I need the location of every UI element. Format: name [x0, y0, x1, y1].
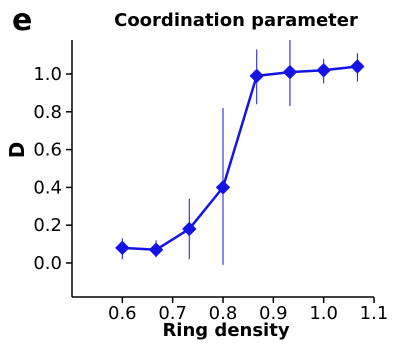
x-tick-label: 0.6 — [108, 303, 137, 324]
y-tick-label: 0.2 — [33, 215, 62, 236]
data-point — [282, 64, 298, 80]
plot-area: 0.0 0.2 0.4 0.6 0.8 1.0 0.6 0.7 0.8 0.9 1.0 1.1 — [33, 40, 388, 324]
data-point — [249, 68, 264, 84]
data-point — [115, 240, 130, 256]
data-point — [148, 242, 164, 257]
x-tick-label: 0.7 — [158, 303, 187, 324]
data-point — [316, 63, 331, 78]
data-point — [182, 221, 197, 237]
x-tick-label: 1.1 — [360, 303, 389, 324]
panel-letter: e — [12, 3, 32, 38]
y-tick-label: 0.8 — [33, 102, 62, 123]
y-tick-label: 1.0 — [33, 64, 62, 85]
y-tick-label: 0.4 — [33, 177, 62, 198]
data-point — [215, 180, 231, 195]
y-tick-label: 0.0 — [33, 253, 62, 274]
y-axis-label: D — [5, 142, 29, 159]
x-tick-label: 1.0 — [309, 303, 338, 324]
x-axis-label: Ring density — [162, 320, 289, 341]
series-line — [122, 65, 358, 252]
x-tick-label: 0.8 — [209, 303, 238, 324]
chart-title: Coordination parameter — [114, 10, 358, 31]
y-tick-label: 0.6 — [33, 140, 62, 161]
x-tick-label: 0.9 — [259, 303, 288, 324]
data-point — [350, 59, 365, 74]
